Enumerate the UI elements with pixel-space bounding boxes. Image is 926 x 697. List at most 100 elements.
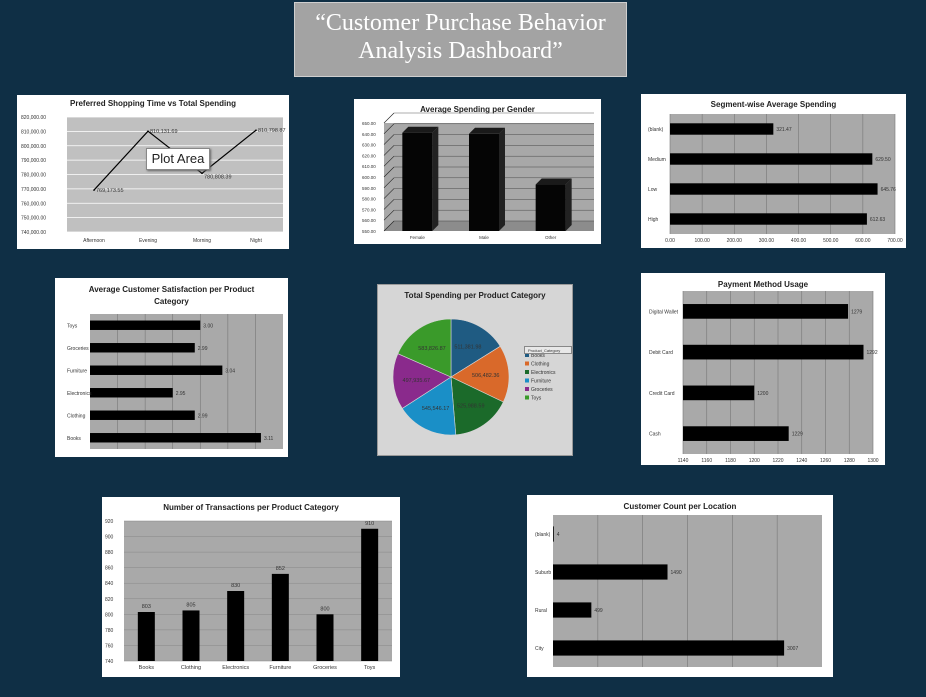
- x-tick-label: Clothing: [181, 665, 201, 671]
- gender-spending-chart-panel[interactable]: Average Spending per Gender 550.00 560.00…: [354, 99, 601, 244]
- legend-label: Clothing: [531, 362, 550, 368]
- x-tick-label: 300.00: [759, 238, 775, 244]
- data-label: 506,482.36: [472, 373, 500, 379]
- data-label: 321.47: [776, 127, 792, 133]
- data-label: 4: [557, 532, 560, 538]
- plot-area: [124, 521, 392, 661]
- legend-swatch: [525, 361, 529, 366]
- chart-title-line-2: Category: [154, 297, 189, 306]
- data-label: 3.00: [203, 323, 213, 329]
- bar: [137, 612, 155, 661]
- x-tick-label: 500.00: [823, 238, 839, 244]
- data-label: 645.76: [881, 187, 897, 193]
- category-spending-chart: 511,381.98 506,482.36 525,988.59 545,546.17…: [392, 318, 556, 436]
- data-label: 780,808.39: [204, 174, 232, 180]
- bar: [553, 640, 785, 656]
- chart-title: Average Customer Satisfaction per Produc…: [55, 284, 288, 308]
- x-tick-label: Female: [410, 235, 426, 240]
- data-label: 525,988.59: [457, 404, 485, 410]
- shopping-time-chart-panel[interactable]: Preferred Shopping Time vs Total Spendin…: [17, 95, 289, 249]
- data-point: [93, 189, 95, 191]
- data-label: 612.63: [870, 217, 886, 223]
- bar: [553, 602, 592, 618]
- y-tick-label: 810,000.00: [21, 129, 46, 135]
- bar: [402, 132, 433, 231]
- y-tick-label: Electronics: [67, 391, 92, 397]
- y-tick-label: (blank): [535, 532, 551, 538]
- x-tick-label: Groceries: [313, 665, 337, 671]
- y-tick-label: Debit Card: [649, 350, 673, 356]
- satisfaction-chart-panel[interactable]: Average Customer Satisfaction per Produc…: [55, 278, 288, 457]
- data-label: 910: [365, 521, 374, 527]
- bar: [90, 320, 201, 330]
- gridline: [383, 209, 395, 221]
- y-tick-label: 550.00: [362, 229, 376, 234]
- location-chart-panel[interactable]: Customer Count per Location 4 (blank) 1490…: [527, 495, 833, 677]
- y-tick-label: 750,000.00: [21, 216, 46, 222]
- data-point: [147, 130, 149, 132]
- data-label: 1229: [792, 432, 803, 438]
- bar-top: [469, 127, 505, 134]
- legend-swatch: [525, 378, 529, 383]
- y-tick-label: 610.00: [362, 164, 376, 169]
- bar: [227, 591, 245, 661]
- data-label: 629.50: [875, 157, 891, 163]
- bar: [90, 365, 223, 375]
- y-tick-label: 740,000.00: [21, 230, 46, 236]
- data-label: 545,546.17: [422, 406, 450, 412]
- y-tick-label: 790,000.00: [21, 158, 46, 164]
- data-label: 803: [142, 604, 151, 610]
- x-tick-label: Books: [139, 665, 155, 671]
- y-tick-label: 780,000.00: [21, 173, 46, 179]
- y-tick-label: 840: [105, 581, 114, 587]
- x-tick-label: 1260: [820, 458, 831, 464]
- y-tick-label: City: [535, 646, 544, 652]
- segment-spending-chart-panel[interactable]: Segment-wise Average Spending 0.00 100.00…: [641, 94, 906, 248]
- transactions-chart-panel[interactable]: Number of Transactions per Product Categ…: [102, 497, 400, 677]
- x-tick-label: 1180: [725, 458, 736, 464]
- data-label: 810,798.87: [258, 128, 286, 134]
- bar: [670, 153, 873, 165]
- payment-method-chart: 1140 1160 1180 1200 1220 1240 1260 1280 1300 1279…: [649, 291, 879, 464]
- bar: [182, 610, 200, 661]
- data-label: 511,381.98: [454, 345, 481, 351]
- y-tick-label: Books: [67, 436, 81, 442]
- gridline: [383, 145, 395, 156]
- y-tick-label: 880: [105, 550, 114, 556]
- data-label: 1292: [867, 350, 878, 356]
- pie-slice: [450, 318, 501, 378]
- x-tick-label: 700.00: [887, 238, 903, 244]
- plot-area-tooltip: Plot Area: [146, 148, 210, 170]
- y-tick-label: (blank): [648, 127, 664, 133]
- payment-method-chart-panel[interactable]: Payment Method Usage 1140 1160 1180 1200 122…: [641, 273, 885, 465]
- x-tick-label: 1220: [772, 458, 783, 464]
- bar: [670, 183, 878, 195]
- bar: [90, 410, 195, 420]
- chart-title: Payment Method Usage: [717, 280, 809, 289]
- pie-filter-dropdown[interactable]: Product_Category: [524, 346, 572, 354]
- y-tick-label: 820,000.00: [21, 115, 46, 121]
- bar: [90, 343, 195, 353]
- category-spending-chart-panel[interactable]: Total Spending per Product Category 511,…: [377, 284, 573, 456]
- pie-slice: [397, 318, 452, 378]
- y-tick-label: 600.00: [362, 175, 376, 180]
- legend-swatch: [525, 387, 529, 391]
- x-tick-label: Morning: [193, 238, 211, 244]
- bar: [316, 614, 334, 661]
- y-tick-label: 800,000.00: [21, 144, 46, 150]
- data-label: 769,173.55: [96, 188, 124, 194]
- y-tick-label: 760: [105, 643, 114, 649]
- pie-slice: [401, 376, 457, 436]
- y-tick-label: 780: [105, 628, 114, 634]
- shopping-time-chart: 740,000.00 750,000.00 760,000.00 770,000.00…: [21, 115, 286, 244]
- legend-swatch: [525, 353, 529, 357]
- bar: [271, 573, 289, 661]
- gridline: [383, 166, 395, 178]
- x-tick-label: Other: [545, 235, 557, 240]
- y-tick-label: Clothing: [67, 413, 86, 419]
- x-tick-label: 1140: [678, 458, 689, 464]
- y-tick-label: 740: [105, 659, 114, 665]
- y-tick-label: 860: [105, 566, 114, 572]
- x-tick-label: 1160: [701, 458, 712, 464]
- x-tick-label: 1280: [844, 458, 855, 464]
